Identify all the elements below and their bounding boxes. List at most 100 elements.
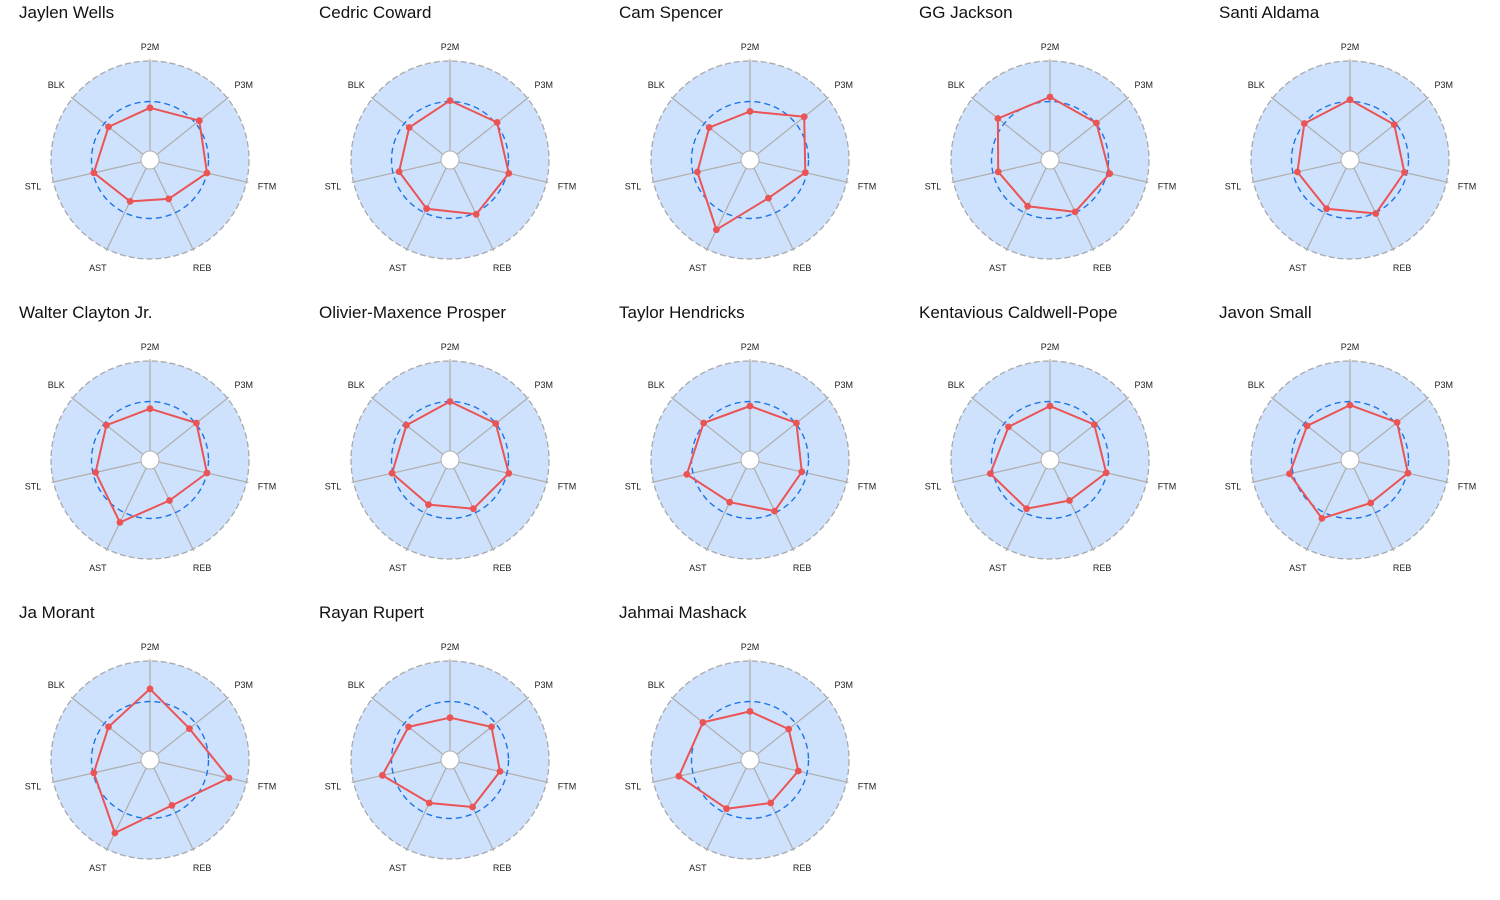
axis-label: P2M [141,642,160,652]
stat-point [203,169,211,177]
axis-label: REB [1393,563,1412,573]
radar-spoke [651,461,742,484]
player-name: GG Jackson [919,3,1013,22]
axis-label: REB [493,563,512,573]
axis-label: P2M [741,642,760,652]
stat-point [186,725,193,732]
axis-label: P2M [441,42,460,52]
reference-circle [90,400,210,520]
radar-spoke [156,696,230,755]
radar-spoke [705,467,747,552]
axis-label: FTM [258,182,277,192]
stat-point [1090,421,1098,428]
stat-point [1046,93,1054,101]
stat-point [723,805,730,813]
axis-label: BLK [1248,80,1265,90]
radar-spoke [753,767,795,852]
stat-point [746,708,754,715]
player-stat-line [996,96,1111,213]
radar-spoke [405,467,447,552]
stat-point [994,115,1002,122]
stat-point [470,505,477,513]
stat-point [1102,469,1110,477]
axis-label: AST [689,863,707,873]
axis-label: FTM [258,482,277,492]
axis-label: REB [193,263,212,273]
stat-point [405,723,412,731]
radar-spoke [105,467,147,552]
stat-point [472,210,480,218]
axis-label: FTM [558,482,577,492]
axis-label: BLK [48,380,65,390]
axis-label: FTM [558,182,577,192]
radar-chart: P2M P3M FTM REB AST STL BLK [625,642,877,873]
stat-point [403,421,410,429]
axis-label: FTM [1158,482,1177,492]
stat-point [694,168,701,176]
reference-circle [90,700,210,820]
stat-point [111,829,119,837]
stat-point [423,205,430,213]
axis-label: AST [389,263,407,273]
radar-center-hole [140,450,160,470]
radar-chart: P2M P3M FTM REB AST STL BLK [25,42,277,273]
reference-circle [990,100,1110,220]
radar-center-hole [740,150,760,170]
radar-chart: P2M P3M FTM REB AST STL BLK [625,342,877,573]
stat-point [1294,168,1301,176]
stat-point [1346,401,1354,409]
radar-spoke [1251,461,1342,484]
axis-label: P3M [835,680,854,690]
radar-center-hole [740,750,760,770]
player-panel: Walter Clayton Jr. P2M P3M FTM REB AST STL BLK [0,300,300,600]
radar-spoke [1353,467,1395,552]
stat-point [193,419,200,427]
stat-point [1066,497,1073,504]
axis-label: P3M [1435,380,1454,390]
radar-spoke [156,96,230,155]
stat-point [105,723,112,731]
axis-label: AST [389,563,407,573]
player-stat-line [989,405,1108,510]
radar-spoke [1270,96,1344,155]
axis-label: P3M [535,80,554,90]
axis-label: STL [25,782,42,792]
stat-point [746,402,754,410]
radar-center-hole [1040,150,1060,170]
axis-label: P3M [1135,380,1154,390]
axis-label: BLK [348,680,365,690]
axis-label: P3M [1135,80,1154,90]
stat-point [126,198,134,205]
player-panel: Ja Morant P2M P3M FTM REB AST STL BLK [0,600,300,900]
stat-point [1286,470,1293,478]
radar-chart: P2M P3M FTM REB AST STL BLK [925,42,1177,273]
stat-point [146,104,154,112]
stat-point [1046,402,1054,410]
stat-point [92,469,99,476]
radar-spoke [158,461,249,484]
player-panel: Olivier-Maxence Prosper P2M P3M FTM REB AST ST… [300,300,600,600]
player-panel: Rayan Rupert P2M P3M FTM REB AST STL BLK [300,600,600,900]
radar-spoke [158,161,249,184]
axis-label: STL [925,482,942,492]
stat-point [103,421,110,429]
stat-point [1323,205,1330,213]
radar-center-hole [440,450,460,470]
stat-point [767,799,775,807]
radar-chart: P2M P3M FTM REB AST STL BLK [25,342,277,573]
axis-label: BLK [648,80,665,90]
player-stat-line [1296,98,1406,215]
radar-spoke [670,396,744,455]
axis-label: AST [89,263,107,273]
axis-label: AST [389,863,407,873]
axis-label: P2M [141,342,160,352]
radar-spoke [951,461,1042,484]
stat-point [166,497,173,504]
stat-point [801,169,809,177]
radar-chart: P2M P3M FTM REB AST STL BLK [625,42,877,273]
radar-spoke [756,396,830,455]
axis-label: REB [1093,263,1112,273]
stat-point [705,124,713,131]
player-stat-line [685,405,803,513]
axis-label: AST [989,563,1007,573]
